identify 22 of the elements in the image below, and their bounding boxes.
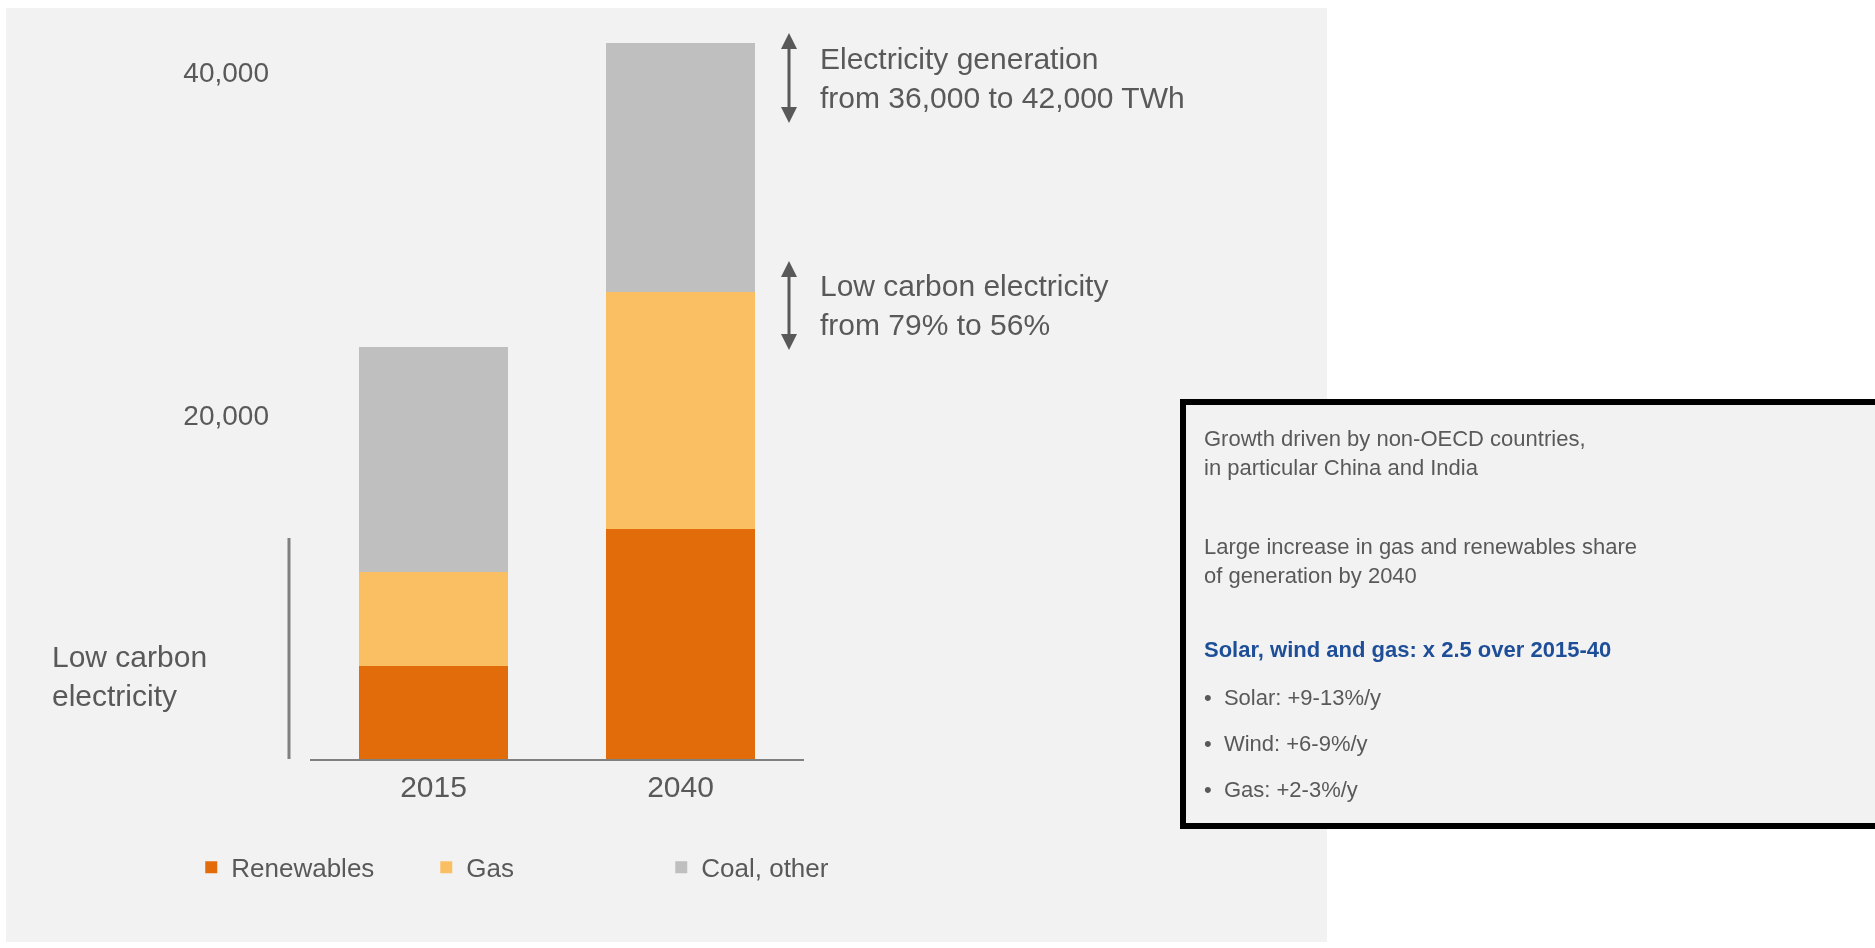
bar: [359, 666, 508, 759]
bar: [606, 43, 755, 293]
text: Large increase in gas and renewables share of generation by 2040: [1204, 534, 1637, 588]
y-tick-label: 40,000: [183, 57, 269, 89]
legend-label: Coal, other: [701, 853, 829, 884]
text: • Wind: +6-9%/y: [1204, 731, 1368, 756]
text: Electricity generation from 36,000 to 42,000 TWh: [820, 42, 1185, 114]
bar: [359, 347, 508, 572]
text: Low carbon electricity: [52, 640, 208, 712]
text: Low carbon electricity from 79% to 56%: [820, 269, 1109, 341]
bar: [359, 571, 508, 667]
bar: [606, 292, 755, 529]
text: Growth driven by non-OECD countries, in particular China and India: [1204, 426, 1586, 480]
text: • Gas: +2-3%/y: [1204, 777, 1358, 802]
legend-label: Renewables: [231, 853, 375, 884]
bar: [606, 528, 755, 759]
x-tick-label: 2015: [400, 770, 467, 803]
text: • Solar: +9-13%/y: [1204, 685, 1382, 710]
x-tick-label: 2040: [647, 770, 714, 803]
legend-label: Gas: [466, 853, 514, 884]
y-tick-label: 20,000: [183, 400, 269, 432]
text: Solar, wind and gas: x 2.5 over 2015-40: [1204, 637, 1612, 662]
